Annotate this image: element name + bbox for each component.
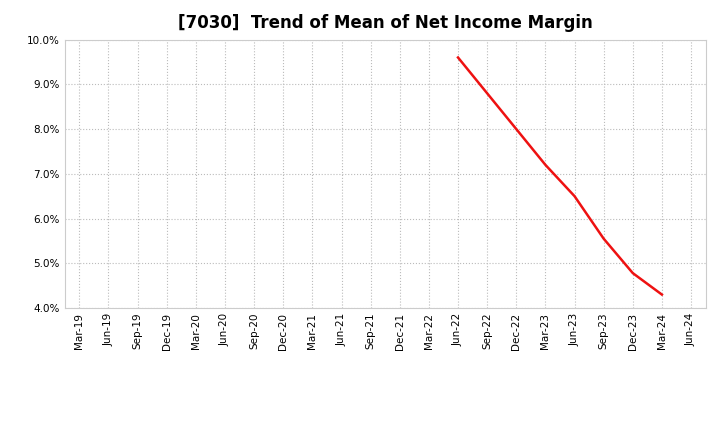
3 Years (541, 162, 550, 168)
Line: 3 Years: 3 Years (458, 58, 662, 295)
3 Years (512, 126, 521, 132)
3 Years (483, 91, 492, 96)
3 Years (599, 236, 608, 241)
3 Years (454, 55, 462, 60)
Legend: 3 Years, 5 Years, 7 Years, 10 Years: 3 Years, 5 Years, 7 Years, 10 Years (176, 434, 595, 440)
3 Years (570, 194, 579, 199)
3 Years (657, 292, 666, 297)
Title: [7030]  Trend of Mean of Net Income Margin: [7030] Trend of Mean of Net Income Margi… (178, 15, 593, 33)
3 Years (629, 271, 637, 276)
